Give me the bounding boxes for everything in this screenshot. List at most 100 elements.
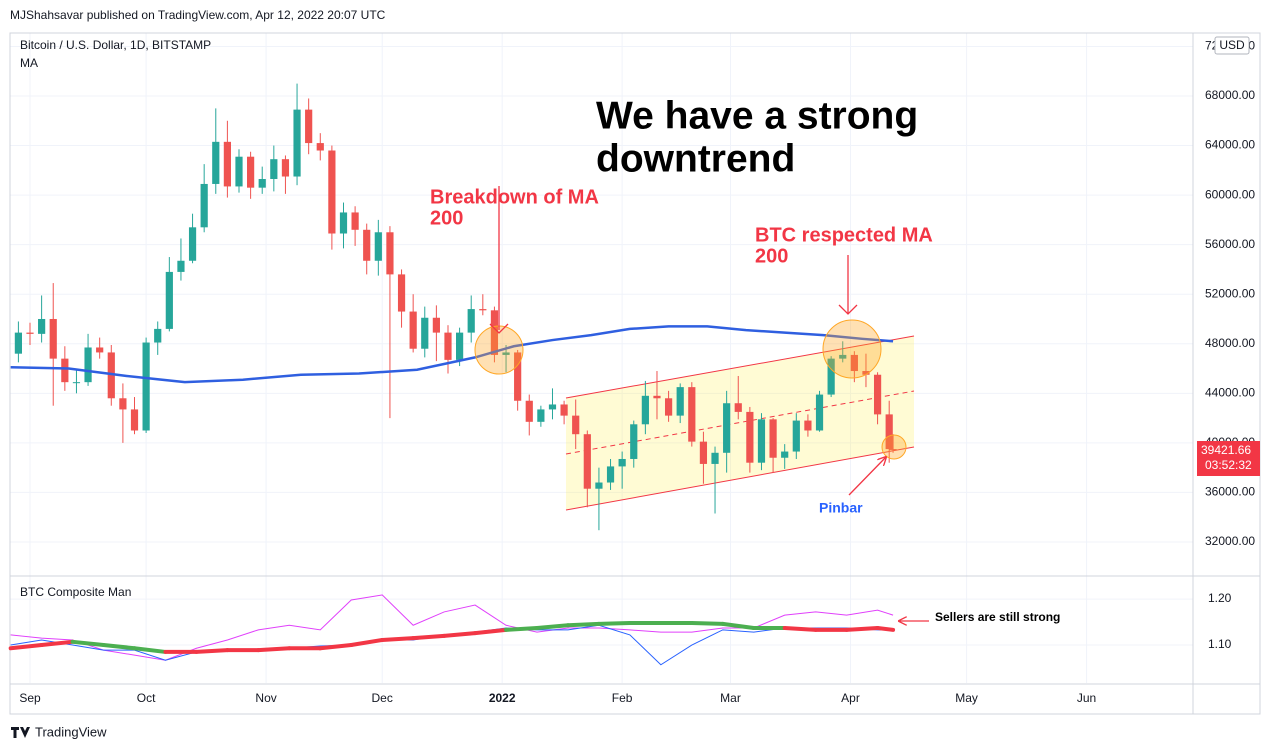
highlight-circle [822, 319, 882, 379]
candle-body [479, 309, 487, 311]
price-badge [1197, 441, 1260, 476]
candle-body [560, 404, 568, 416]
y-tick-label: 36000.00 [1205, 485, 1255, 499]
currency-label[interactable]: USD [1219, 38, 1245, 52]
currency-badge[interactable] [1214, 36, 1250, 55]
indicator-segment [535, 623, 570, 631]
indicator-segment [380, 636, 416, 642]
candle-body [699, 441, 708, 464]
x-tick-label: 2022 [489, 691, 516, 705]
annotation: 200 [430, 207, 463, 229]
x-tick-label: Dec [372, 691, 393, 705]
candle-body [630, 424, 638, 459]
candle-body [664, 398, 673, 416]
channel-mid [565, 390, 915, 455]
indicator-segment [318, 643, 354, 651]
logo [11, 727, 30, 738]
candle-body [107, 352, 115, 399]
candle-body [421, 317, 429, 349]
indicator-legend: MA [20, 56, 38, 70]
indicator-segment [411, 633, 447, 641]
x-tick-label: Jun [1077, 691, 1096, 705]
indicator-segment [442, 631, 478, 638]
annotation: 200 [755, 245, 788, 267]
x-tick-label: Feb [612, 691, 633, 705]
candle-body [456, 332, 464, 360]
candle-body [839, 354, 847, 359]
candle-body [49, 318, 57, 359]
annotation: Pinbar [819, 500, 863, 516]
candle-body [815, 394, 824, 431]
candle-body [850, 354, 858, 372]
annotation: BTC respected MA [755, 224, 933, 246]
x-tick-label: Sep [19, 691, 41, 705]
candle-body [804, 420, 812, 431]
annotation: Sellers are still strong [935, 610, 1060, 624]
candle-body [328, 150, 336, 234]
channel-top [565, 335, 915, 399]
x-tick-label: Mar [720, 691, 741, 705]
candle-body [281, 159, 290, 177]
candle-body [862, 371, 870, 375]
highlight-circle [881, 434, 907, 460]
y-tick-label: 60000.00 [1205, 187, 1255, 201]
y-tick-label: 1.20 [1208, 591, 1232, 605]
candle-body [595, 482, 603, 489]
publish-header: MJShahsavar published on TradingView.com… [10, 8, 386, 22]
candle-body [792, 420, 800, 452]
indicator-segment [70, 639, 106, 648]
y-tick-label: 68000.00 [1205, 88, 1255, 102]
ma-line [10, 325, 894, 384]
candle-body [223, 141, 231, 187]
candle-body [130, 409, 139, 431]
indicator-line [10, 594, 894, 661]
y-tick-label: 44000.00 [1205, 385, 1255, 399]
candle-body [409, 311, 417, 349]
candle-body [293, 109, 301, 177]
candle-body [247, 156, 255, 188]
indicator-segment [256, 646, 292, 653]
candle-body [885, 414, 893, 450]
indicator-segment [782, 626, 818, 632]
channel-bottom [565, 446, 915, 511]
arrow [848, 457, 886, 496]
indicator-segment [720, 621, 756, 631]
candle-body [583, 434, 591, 489]
candle-body [258, 178, 266, 188]
candle-body [212, 141, 220, 184]
candle-body [316, 143, 324, 151]
x-tick-label: Nov [255, 691, 276, 705]
y-tick-label: 1.10 [1208, 637, 1232, 651]
candle-body [188, 227, 197, 261]
headline: We have a strong [596, 94, 918, 137]
candle-body [618, 458, 626, 467]
candle-body [467, 309, 475, 333]
indicator-segment [596, 620, 632, 626]
candle-body [444, 332, 452, 360]
countdown: 03:52:32 [1205, 458, 1252, 472]
y-tick-label: 32000.00 [1205, 534, 1255, 548]
candle-body [374, 232, 382, 261]
candle-body [61, 358, 69, 383]
candle-body [490, 310, 499, 355]
candle-body [746, 411, 754, 463]
indicator-segment [844, 626, 880, 632]
candle-body [641, 395, 649, 425]
arrow-head [489, 323, 509, 334]
indicator-segment [132, 646, 168, 654]
candle-body [514, 352, 522, 401]
y-tick-label: 48000.00 [1205, 336, 1255, 350]
candle-body [177, 260, 185, 272]
candle-body [142, 342, 150, 431]
symbol-title: Bitcoin / U.S. Dollar, 1D, BITSTAMP [20, 38, 211, 52]
indicator-segment [473, 627, 509, 636]
candle-body [432, 317, 440, 333]
candle-body [96, 347, 104, 353]
candle-body [572, 415, 580, 435]
candle-body [548, 404, 557, 410]
candle-body [827, 358, 835, 395]
candle-body [537, 409, 545, 422]
candle-body [769, 419, 777, 458]
candle-body [270, 159, 278, 179]
